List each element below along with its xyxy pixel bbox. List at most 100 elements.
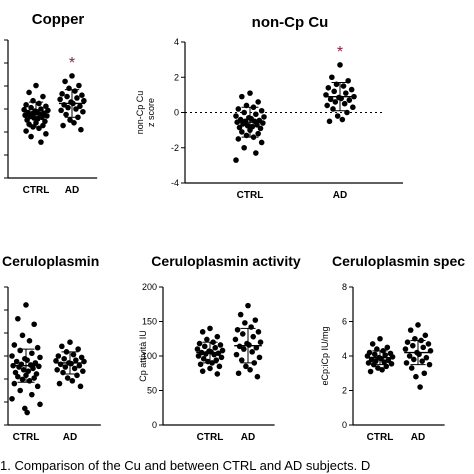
data-point: [28, 133, 34, 140]
data-point: [415, 322, 421, 328]
y-axis-label: eCp:iCp IU/mg: [320, 326, 330, 385]
data-point: [207, 365, 213, 372]
data-point: [195, 353, 202, 359]
data-point: [11, 380, 18, 387]
data-point: [80, 108, 86, 115]
y-tick-label: -4: [171, 178, 179, 188]
data-point: [235, 370, 242, 377]
data-point: [26, 121, 32, 127]
significance-marker: *: [69, 55, 75, 72]
panel-5: Ceruloplasmin spec 0 2 4 6 8 eCp:iCp IU/mg CTRL…: [320, 253, 465, 443]
y-axis-label: z score: [146, 98, 156, 127]
figure-caption: 1. Comparison of the Cu and between CTRL…: [0, 458, 371, 473]
y-tick-label: 0: [342, 420, 347, 430]
data-point: [379, 367, 385, 373]
data-point: [241, 346, 247, 352]
data-point: [216, 363, 223, 370]
data-point: [57, 96, 63, 103]
y-tick-label: 100: [142, 351, 157, 361]
data-point: [408, 365, 415, 371]
data-point: [15, 315, 21, 322]
data-point: [196, 340, 203, 347]
data-point: [239, 93, 245, 100]
data-point: [59, 91, 65, 97]
data-point: [77, 383, 84, 390]
data-point: [327, 96, 334, 103]
x-category-label: AD: [241, 432, 255, 443]
y-tick-label: 6: [342, 317, 347, 327]
data-point: [239, 129, 245, 135]
data-point: [20, 367, 27, 373]
data-point: [23, 302, 29, 308]
chart-title: Copper: [32, 11, 85, 28]
data-point: [40, 93, 46, 100]
data-point: [31, 375, 37, 381]
data-point: [23, 102, 29, 108]
data-point: [199, 368, 206, 374]
data-point: [15, 373, 21, 380]
data-point: [9, 395, 15, 402]
data-point: [348, 86, 355, 93]
data-point: [371, 351, 378, 358]
data-point: [32, 360, 39, 366]
data-point: [43, 131, 49, 137]
data-point: [369, 341, 376, 347]
x-category-label: CTRL: [23, 185, 50, 196]
x-category-label: AD: [63, 432, 77, 443]
data-point: [25, 368, 32, 374]
data-point: [30, 97, 36, 104]
data-point: [413, 373, 419, 380]
data-point: [329, 74, 335, 81]
data-point: [403, 360, 410, 366]
significance-marker: *: [337, 44, 343, 61]
data-point: [402, 346, 409, 352]
data-point: [17, 387, 23, 394]
panel-1: Copper CTRL AD *: [4, 11, 98, 196]
data-point: [253, 150, 259, 156]
data-point: [9, 353, 15, 359]
x-category-label: AD: [65, 185, 79, 196]
data-point: [78, 126, 84, 133]
data-point: [11, 342, 18, 348]
data-point: [233, 157, 239, 163]
data-point: [254, 122, 260, 128]
data-point: [74, 95, 80, 101]
x-category-label: AD: [411, 432, 425, 443]
data-point: [238, 357, 245, 363]
data-point: [69, 378, 76, 384]
data-point: [346, 97, 353, 103]
data-point: [64, 93, 70, 100]
data-point: [65, 104, 71, 111]
data-point: [12, 369, 19, 376]
x-category-label: AD: [333, 190, 347, 201]
data-point: [253, 111, 259, 118]
data-point: [17, 347, 23, 354]
data-point: [33, 371, 40, 377]
y-tick-label: 0: [152, 420, 157, 430]
data-point: [61, 355, 67, 362]
data-point: [43, 103, 49, 110]
data-point: [33, 82, 39, 89]
y-axis-label: non-Cp Cu: [135, 91, 145, 135]
data-point: [419, 358, 425, 364]
data-point: [245, 302, 251, 309]
data-point: [45, 107, 51, 114]
data-point: [341, 100, 348, 107]
data-point: [247, 90, 253, 96]
data-point: [426, 361, 433, 368]
data-point: [248, 324, 254, 330]
panel-3: Ceruloplasmin CTRL AD: [2, 253, 101, 443]
data-point: [243, 363, 249, 370]
x-category-label: CTRL: [367, 432, 394, 443]
data-point: [382, 352, 389, 358]
data-point: [200, 355, 207, 362]
data-point: [250, 333, 257, 340]
chart-title: Ceruloplasmin activity: [151, 253, 301, 269]
data-point: [422, 332, 429, 339]
data-point: [350, 104, 356, 111]
data-point: [24, 409, 30, 416]
data-point: [411, 356, 417, 363]
data-point: [213, 357, 220, 363]
data-point: [31, 321, 37, 328]
data-point: [258, 107, 265, 114]
